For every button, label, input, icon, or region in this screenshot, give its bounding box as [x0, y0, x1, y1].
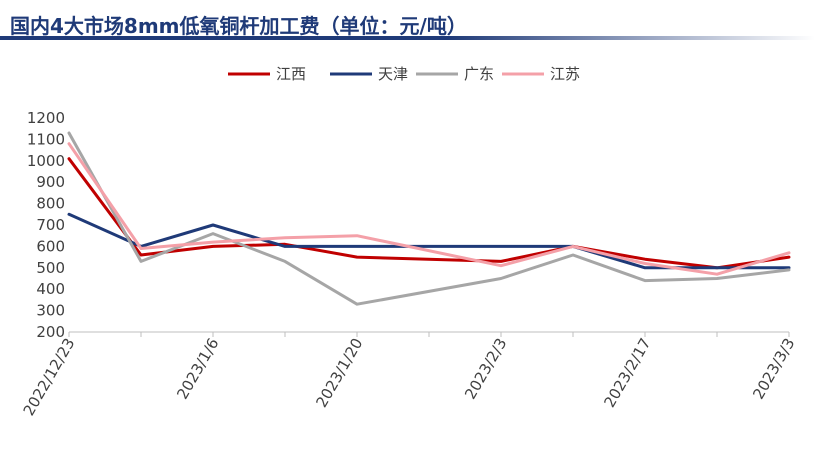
title-underline — [0, 36, 815, 40]
series-line-3 — [67, 131, 791, 306]
series-line-1 — [67, 157, 791, 270]
legend-label: 天津 — [378, 65, 408, 83]
y-tick-label: 200 — [36, 323, 65, 341]
x-tick-label: 2022/12/23 — [20, 335, 79, 419]
legend-label: 江苏 — [550, 65, 580, 83]
title-bar: 国内4大市场8mm低氧铜杆加工费（单位：元/吨） — [10, 6, 630, 40]
legend: 江西 天津 广东 江苏 — [228, 65, 580, 83]
y-tick-label: 900 — [36, 173, 65, 191]
y-tick-label: 1100 — [27, 130, 65, 148]
y-tick-label: 300 — [36, 302, 65, 320]
y-tick-label: 1200 — [27, 109, 65, 127]
x-tick-label: 2023/1/20 — [312, 335, 366, 411]
x-tick-label: 2023/1/6 — [173, 335, 222, 402]
series-lines — [67, 131, 791, 306]
y-tick-label: 700 — [36, 216, 65, 234]
y-tick-label: 1000 — [27, 152, 65, 170]
series-line-4 — [67, 142, 791, 276]
y-tick-label: 400 — [36, 280, 65, 298]
legend-label: 江西 — [276, 65, 306, 83]
x-tick-label: 2023/2/3 — [461, 335, 510, 402]
legend-label: 广东 — [464, 65, 494, 83]
x-tick-label: 2023/3/3 — [749, 335, 798, 402]
y-tick-label: 800 — [36, 195, 65, 213]
chart-title: 国内4大市场8mm低氧铜杆加工费（单位：元/吨） — [10, 14, 467, 38]
y-tick-label: 600 — [36, 237, 65, 255]
y-tick-label: 500 — [36, 259, 65, 277]
x-tick-label: 2023/2/17 — [600, 335, 654, 411]
